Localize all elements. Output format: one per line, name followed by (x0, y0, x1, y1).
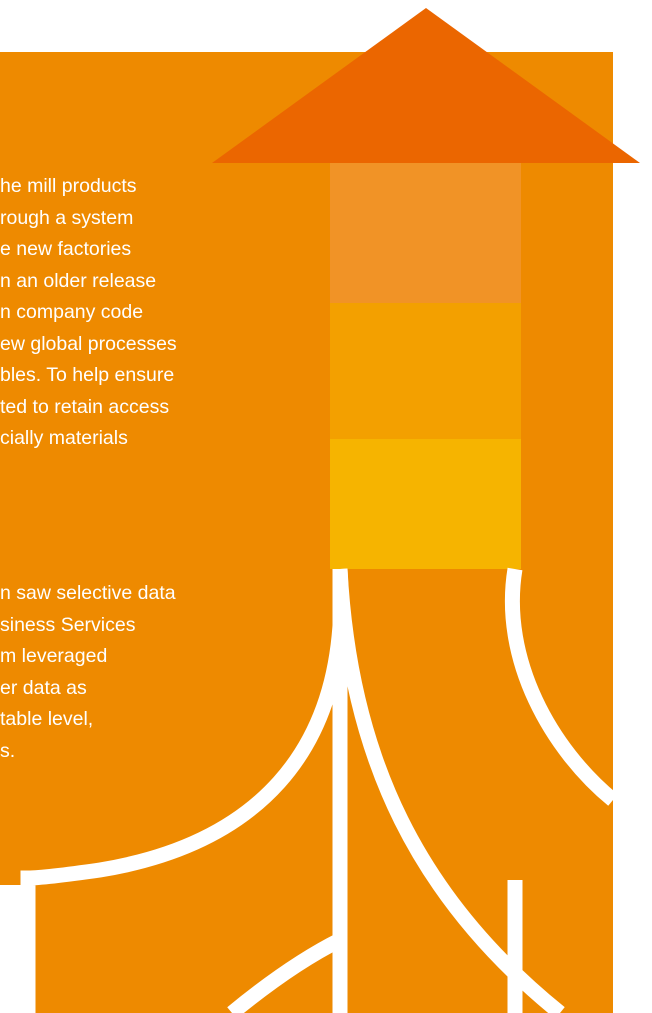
branching-roots-graphic (20, 567, 618, 1013)
paragraph-line: ted to retain access (0, 395, 170, 418)
body-paragraph-2: n saw selective data siness Services m l… (0, 578, 176, 767)
paragraph-line: he mill products (0, 175, 137, 197)
arrow-shaft-block-bottom (330, 439, 521, 569)
paragraph-line: table level, (0, 708, 94, 730)
paragraph-line: siness Services (0, 613, 136, 636)
paragraph-line: m leveraged (0, 645, 108, 667)
paragraph-line: n an older release (0, 269, 157, 292)
paragraph-line: n saw selective data (0, 582, 176, 604)
paragraph-line: ew global processes (0, 332, 177, 355)
arrow-shaft-block-middle (330, 303, 521, 439)
up-arrow-icon (212, 8, 640, 163)
paragraph-line: cially materials (0, 427, 128, 449)
paragraph-line: n company code (0, 301, 144, 323)
body-paragraph-1: he mill products rough a system e new fa… (0, 171, 177, 455)
branch-left-outer (20, 568, 349, 1013)
paragraph-line: e new factories (0, 238, 132, 260)
paragraph-line: s. (0, 739, 16, 762)
paragraph-line: bles. To help ensure (0, 364, 175, 386)
branch-lower-left (227, 933, 344, 1013)
paragraph-line: rough a system (0, 206, 134, 229)
arrow-shaft-block-top (330, 160, 521, 303)
branch-right (504, 567, 618, 806)
paragraph-line: er data as (0, 676, 87, 699)
branch-center-right (332, 568, 565, 1013)
